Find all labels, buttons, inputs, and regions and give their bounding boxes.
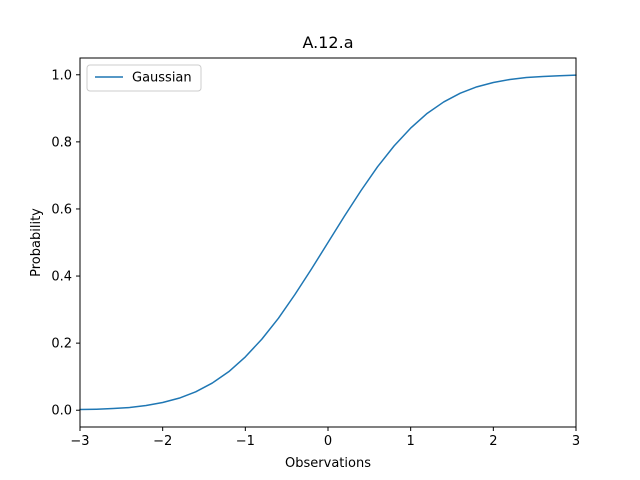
series-line-gaussian (79, 74, 577, 411)
axes-frame (79, 57, 577, 428)
x-tick-label: 3 (572, 434, 580, 449)
y-tick-label: 0.8 (51, 135, 72, 150)
x-tick-label: −2 (153, 434, 172, 449)
legend-box (86, 64, 202, 92)
x-tick-label: 0 (324, 434, 332, 449)
y-tick-label: 1.0 (51, 68, 72, 83)
legend-label-gaussian: Gaussian (132, 71, 192, 86)
x-tick-label: 1 (407, 434, 415, 449)
y-tick-label: 0.2 (51, 337, 72, 352)
x-tick-label: 2 (489, 434, 497, 449)
y-tick-label: 0.0 (51, 404, 72, 419)
y-tick-label: 0.6 (51, 202, 72, 217)
x-axis-label: Observations (285, 456, 371, 471)
x-tick-label: −1 (236, 434, 255, 449)
x-tick-label: −3 (70, 434, 89, 449)
axis-ticks: −3 −2 −1 0 1 2 3 0.0 0.2 0.4 0.6 0.8 1.0 (51, 68, 580, 449)
legend: Gaussian (86, 64, 202, 92)
y-axis-label: Probability (29, 208, 44, 277)
chart-title: A.12.a (303, 33, 354, 52)
plot-area (79, 74, 577, 411)
y-tick-label: 0.4 (51, 270, 72, 285)
